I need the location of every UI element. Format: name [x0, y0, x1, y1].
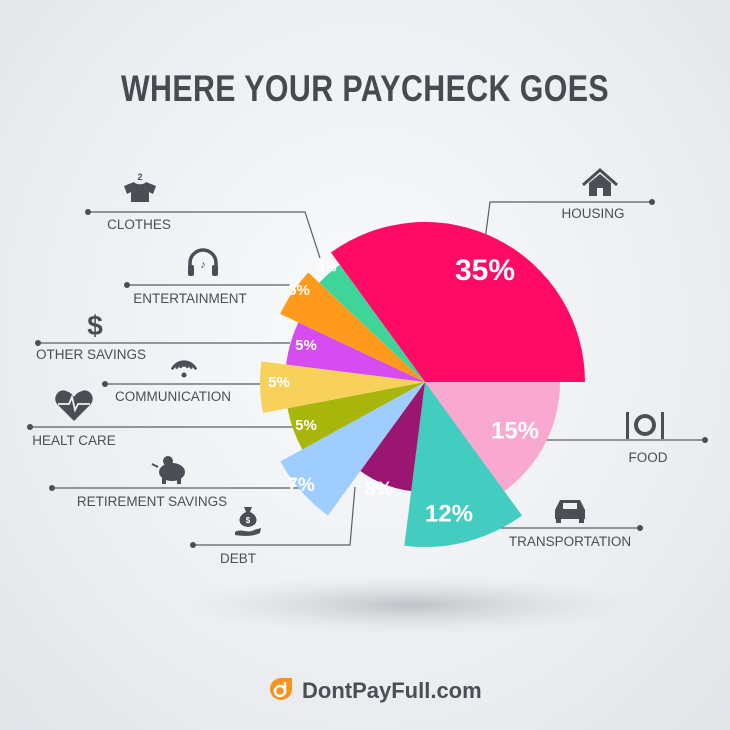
pie-shadow — [180, 575, 640, 635]
svg-text:$: $ — [87, 310, 103, 341]
leader-line — [484, 201, 652, 241]
leader-dot — [649, 199, 655, 205]
slice-value-label: 12% — [425, 500, 473, 527]
slice-category-label: CLOTHES — [107, 217, 171, 232]
svg-text:2: 2 — [137, 172, 142, 182]
headphones-icon: ♪ — [188, 248, 218, 276]
heart-pulse-icon — [55, 390, 93, 421]
logo-icon — [270, 678, 292, 700]
dollar-icon: $ — [87, 310, 103, 341]
slice-category-label: TRANSPORTATION — [509, 534, 631, 549]
pie — [260, 221, 585, 547]
slice-category-label: HEALT CARE — [32, 433, 116, 448]
slice-value-label: 3% — [318, 259, 337, 274]
slice-value-label: 35% — [455, 254, 515, 287]
brand-name: DontPayFull.com — [302, 678, 482, 703]
slice-category-label: COMMUNICATION — [115, 389, 231, 404]
leader-dot — [27, 424, 33, 430]
slice-category-label: DEBT — [220, 551, 256, 566]
slice-category-label: OTHER SAVINGS — [36, 347, 146, 362]
slice-category-label: ENTERTAINMENT — [133, 291, 247, 306]
svg-text:$: $ — [246, 516, 251, 525]
chart-title: WHERE YOUR PAYCHECK GOES — [120, 68, 610, 109]
leader-lines — [27, 199, 708, 548]
slice-value-label: 5% — [295, 337, 317, 354]
money-bag-hand-icon: $ — [235, 507, 261, 536]
leader-dot — [35, 340, 41, 346]
leader-dot — [190, 542, 196, 548]
pie-slice-clothes[interactable] — [319, 264, 425, 382]
wifi-icon — [170, 360, 198, 378]
piggy-bank-icon — [151, 456, 185, 484]
slice-value-label: 7% — [287, 475, 315, 496]
car-icon — [555, 500, 585, 523]
plate-cutlery-icon — [626, 412, 664, 439]
slice-value-label: 5% — [268, 374, 290, 391]
leader-dot — [102, 381, 108, 387]
leader-dot — [637, 525, 643, 531]
svg-text:♪: ♪ — [200, 259, 206, 271]
pie-slice-retirement-savings[interactable] — [280, 382, 425, 516]
pie-slice-debt[interactable] — [360, 382, 425, 492]
leader-line — [88, 211, 321, 259]
pie-slice-food[interactable] — [425, 382, 560, 492]
leader-dot — [702, 437, 708, 443]
pie-slice-healt-care[interactable] — [287, 382, 425, 450]
slice-category-label: FOOD — [629, 450, 668, 465]
pie-slice-housing[interactable] — [330, 221, 585, 382]
slice-category-label: RETIREMENT SAVINGS — [77, 494, 227, 509]
leader-dot — [124, 282, 130, 288]
slice-value-label: 15% — [491, 417, 539, 444]
slice-category-label: HOUSING — [561, 206, 624, 221]
shirt-icon: 2 — [124, 172, 156, 202]
pie-slice-communication[interactable] — [260, 361, 425, 413]
leader-dot — [85, 209, 91, 215]
slice-value-label: 5% — [288, 282, 310, 299]
house-icon — [582, 167, 618, 196]
leader-dot — [49, 485, 55, 491]
slice-value-label: 5% — [295, 417, 317, 434]
pie-slice-other-savings[interactable] — [286, 322, 425, 382]
leader-line — [193, 486, 356, 546]
pie-slice-transportation[interactable] — [404, 382, 522, 547]
brand-logo[interactable]: DontPayFull.com — [268, 676, 482, 706]
pie-slice-entertainment[interactable] — [280, 272, 425, 382]
slice-value-label: 8% — [365, 479, 393, 500]
